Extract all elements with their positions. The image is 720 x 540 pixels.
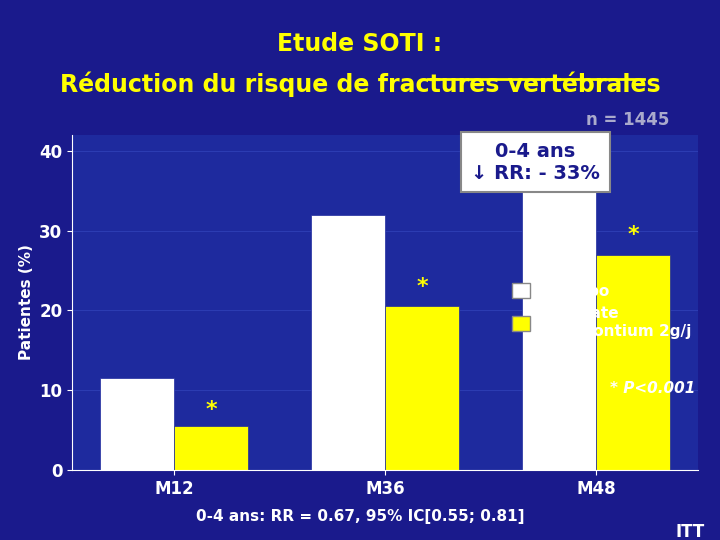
Legend: Placebo, Ranélate
de strontium 2g/j: Placebo, Ranélate de strontium 2g/j: [506, 276, 697, 345]
Text: ITT: ITT: [675, 523, 705, 540]
Text: *: *: [627, 225, 639, 245]
Bar: [101, 378, 174, 470]
Text: 0-4 ans
↓ RR: - 33%: 0-4 ans ↓ RR: - 33%: [471, 141, 600, 183]
Text: Etude SOTI :: Etude SOTI :: [277, 32, 443, 56]
Bar: [311, 215, 385, 470]
Text: Réduction du risque de fractures vertébrales: Réduction du risque de fractures vertébr…: [60, 71, 660, 97]
Bar: [174, 426, 248, 470]
Text: *: *: [416, 277, 428, 297]
Text: 0-4 ans: RR = 0.67, 95% IC[0.55; 0.81]: 0-4 ans: RR = 0.67, 95% IC[0.55; 0.81]: [196, 509, 524, 524]
Text: *: *: [205, 400, 217, 420]
Bar: [596, 254, 670, 470]
Text: n = 1445: n = 1445: [586, 111, 670, 129]
Text: * P<0.001: * P<0.001: [610, 381, 696, 396]
Bar: [522, 187, 596, 470]
Bar: [385, 306, 459, 470]
Y-axis label: Patientes (%): Patientes (%): [19, 245, 34, 360]
